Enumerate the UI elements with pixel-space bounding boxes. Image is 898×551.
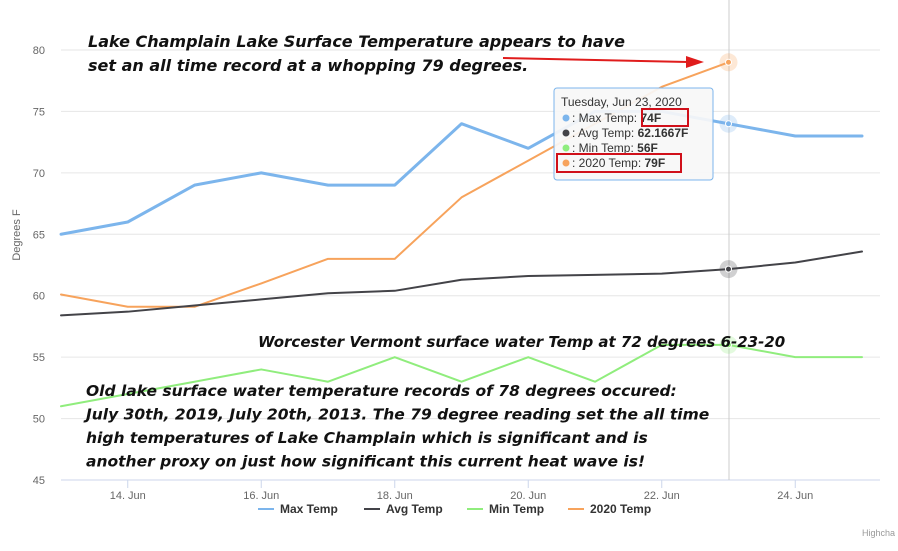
annotation-old-records-line: July 30th, 2019, July 20th, 2013. The 79… bbox=[83, 406, 709, 424]
y-tick-label-50: 50 bbox=[33, 414, 45, 426]
annotation-record-line2: set an all time record at a whopping 79 … bbox=[88, 56, 528, 75]
tooltip-value: 74F bbox=[640, 111, 661, 125]
tooltip-row: : Min Temp: 56F bbox=[572, 141, 658, 155]
y-tick-label-55: 55 bbox=[33, 352, 45, 364]
highlight-box bbox=[556, 153, 682, 173]
x-tick-label: 14. Jun bbox=[110, 490, 146, 502]
annotation-old-records-line: Old lake surface water temperature recor… bbox=[86, 382, 677, 400]
tooltip-value: 56F bbox=[637, 141, 658, 155]
y-tick-label-70: 70 bbox=[33, 168, 45, 180]
x-tick-label: 20. Jun bbox=[510, 490, 546, 502]
tooltip-row: : Avg Temp: 62.1667F bbox=[572, 126, 688, 140]
hover-point-avg-temp bbox=[725, 265, 732, 273]
tooltip-dot bbox=[562, 159, 570, 167]
tooltip: Tuesday, Jun 23, 2020 : Max Temp: 74F: A… bbox=[553, 87, 714, 181]
tooltip-dot bbox=[562, 114, 570, 122]
y-tick-label-45: 45 bbox=[33, 475, 45, 487]
annotation-old-records-line: another proxy on just how significant th… bbox=[86, 453, 645, 471]
y-grid-lines bbox=[61, 49, 880, 481]
highlight-box bbox=[641, 108, 689, 127]
annotation-worcester: Worcester Vermont surface water Temp at … bbox=[258, 333, 785, 351]
legend-item-2020-temp[interactable]: 2020 Temp bbox=[590, 502, 651, 516]
annotation-old-records-line: high temperatures of Lake Champlain whic… bbox=[86, 429, 648, 447]
y-axis-ticks: 45 50 55 60 65 70 75 80 bbox=[33, 45, 45, 487]
legend-item-min-temp[interactable]: Min Temp bbox=[489, 502, 544, 516]
x-axis-ticks: 14. Jun 16. Jun 18. Jun 20. Jun 22. Jun 24. J… bbox=[61, 479, 880, 502]
legend-item-avg-temp[interactable]: Avg Temp bbox=[386, 502, 443, 516]
legend-item-max-temp[interactable]: Max Temp bbox=[280, 502, 338, 516]
y-tick-label-75: 75 bbox=[33, 106, 45, 118]
legend: Max Temp Avg Temp Min Temp 2020 Temp bbox=[258, 502, 651, 516]
tooltip-row: : Max Temp: 74F bbox=[572, 111, 661, 125]
series-line-avg-temp bbox=[60, 250, 863, 317]
hover-point-min-temp bbox=[725, 341, 732, 349]
tooltip-row: : 2020 Temp: 79F bbox=[572, 156, 665, 170]
y-tick-label-80: 80 bbox=[33, 45, 45, 57]
tooltip-rows: : Max Temp: 74F: Avg Temp: 62.1667F: Min… bbox=[556, 108, 689, 173]
tooltip-dot bbox=[562, 129, 570, 137]
y-axis-title: Degrees F bbox=[11, 209, 23, 261]
credits: Highcha bbox=[862, 528, 895, 538]
x-tick-label: 16. Jun bbox=[243, 490, 279, 502]
hover-point-max-temp bbox=[725, 120, 732, 128]
tooltip-value: 79F bbox=[645, 156, 666, 170]
hover-point-2020-temp bbox=[725, 58, 732, 66]
tooltip-header: Tuesday, Jun 23, 2020 bbox=[561, 95, 682, 109]
tooltip-background bbox=[553, 87, 714, 181]
tooltip-dot bbox=[562, 144, 570, 152]
hover-markers bbox=[719, 53, 738, 354]
x-tick-label: 18. Jun bbox=[377, 490, 413, 502]
y-tick-label-60: 60 bbox=[33, 291, 45, 303]
x-tick-label: 22. Jun bbox=[644, 490, 680, 502]
tooltip-value: 62.1667F bbox=[638, 126, 689, 140]
x-tick-label: 24. Jun bbox=[777, 490, 813, 502]
annotation-arrow bbox=[502, 56, 704, 68]
annotation-record-line1: Lake Champlain Lake Surface Temperature … bbox=[88, 32, 625, 51]
y-tick-label-65: 65 bbox=[33, 229, 45, 241]
annotation-old-records: Old lake surface water temperature recor… bbox=[83, 382, 709, 471]
